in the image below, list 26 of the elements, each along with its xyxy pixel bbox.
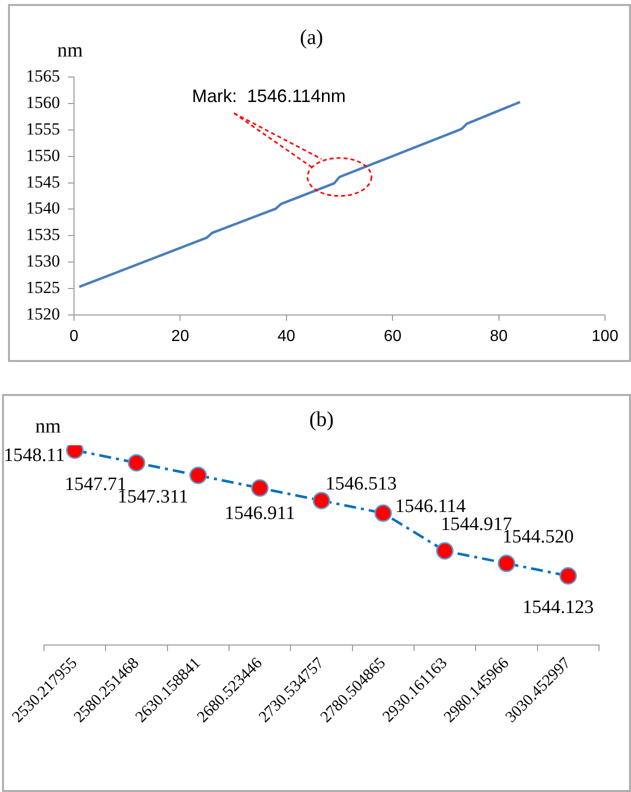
y-tick-label: 1550	[26, 146, 60, 165]
data-label: 1546.911	[224, 503, 296, 524]
annotation: Mark: 1546.114nm	[192, 86, 346, 106]
y-axis-title: nm	[57, 39, 84, 62]
y-tick-label: 1535	[26, 225, 60, 244]
data-label: 1544.123	[522, 596, 594, 618]
y-axis-title: nm	[35, 415, 62, 438]
x-tick-label: 80	[490, 328, 508, 345]
x-tick-label: 20	[171, 328, 190, 345]
data-label: 1548.11	[4, 445, 65, 466]
x-tick-label: 0	[70, 328, 79, 345]
y-tick-label: 1525	[26, 278, 60, 297]
chart-title: (a)	[300, 25, 324, 50]
chart-title: (b)	[309, 407, 334, 432]
x-tick-label: 100	[592, 328, 618, 345]
data-label: 1546.513	[326, 474, 397, 495]
y-tick-label: 1520	[26, 304, 60, 324]
y-tick-label: 1560	[26, 93, 60, 112]
y-tick-label: 1565	[26, 66, 60, 86]
data-label: 1546.114	[395, 496, 466, 518]
y-tick-label: 1555	[26, 119, 60, 138]
x-tick-label: 40	[278, 328, 296, 345]
x-tick-label: 60	[384, 328, 402, 345]
y-tick-label: 1540	[26, 198, 60, 218]
y-tick-label: 1545	[26, 172, 60, 192]
y-tick-label: 1530	[26, 251, 60, 270]
